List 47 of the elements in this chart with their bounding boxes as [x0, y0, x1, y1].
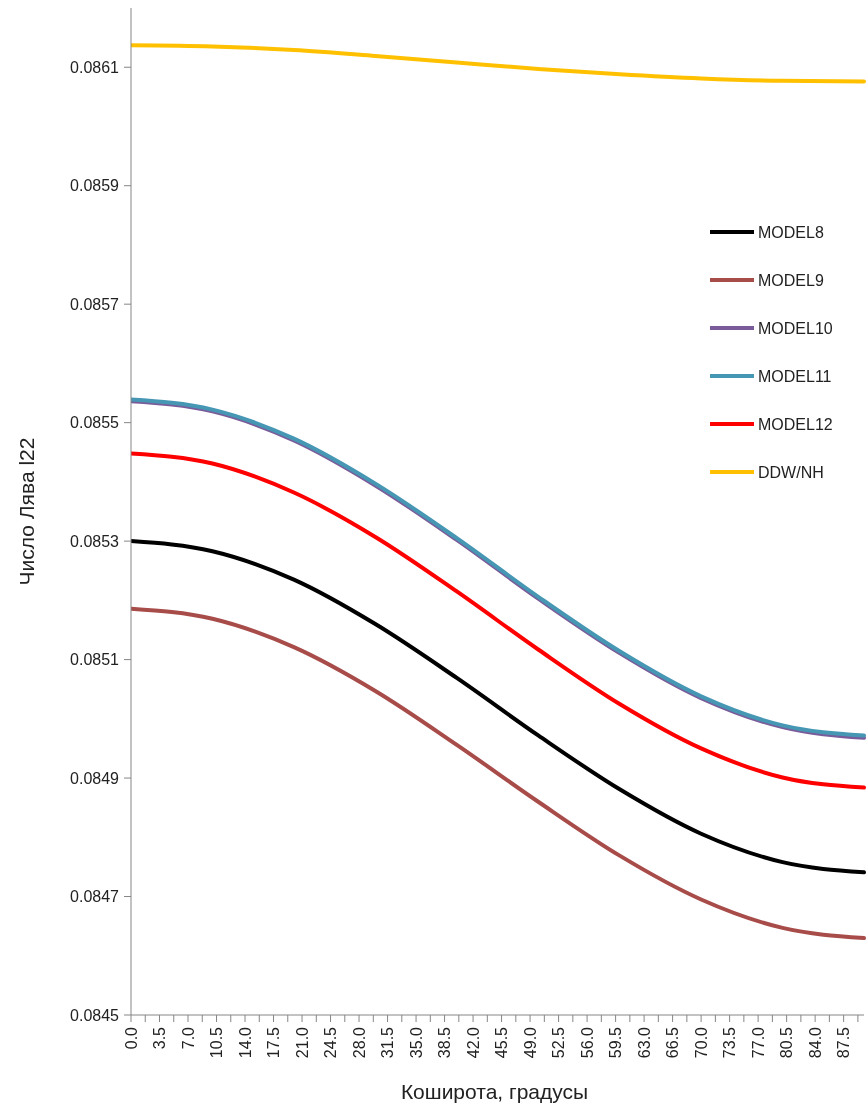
x-tick-label: 31.5: [379, 1026, 397, 1059]
x-tick-label: 35.0: [407, 1026, 425, 1059]
x-tick-label: 63.0: [635, 1026, 653, 1059]
x-tick-label: 70.0: [692, 1026, 710, 1059]
y-tick-label: 0.0861: [70, 58, 120, 76]
x-tick-label: 45.5: [493, 1026, 511, 1059]
x-tick-label: 0.0: [122, 1026, 140, 1050]
x-tick-label: 17.5: [265, 1026, 283, 1059]
legend-label: MODEL11: [758, 367, 832, 385]
x-tick-label: 84.0: [806, 1026, 824, 1059]
line-series: [131, 539, 866, 875]
y-tick-label: 0.0849: [70, 769, 120, 787]
x-tick-label: 14.0: [236, 1026, 254, 1059]
x-tick-label: 56.0: [578, 1026, 596, 1059]
x-tick-label: 3.5: [151, 1026, 169, 1050]
y-axis-title: Число Лява l22: [15, 437, 38, 586]
y-tick-label: 0.0851: [70, 651, 120, 669]
x-tick-label: 66.5: [664, 1026, 682, 1059]
x-tick-label: 7.0: [179, 1026, 197, 1050]
x-tick-label: 24.5: [322, 1026, 340, 1059]
y-tick-label: 0.0847: [70, 888, 120, 906]
legend-label: MODEL9: [758, 271, 824, 289]
line-series: [131, 43, 866, 84]
x-tick-label: 21.0: [293, 1026, 311, 1059]
legend-label: MODEL8: [758, 223, 824, 241]
x-tick-label: 10.5: [208, 1026, 226, 1059]
y-tick-label: 0.0845: [70, 1006, 120, 1024]
x-tick-label: 77.0: [749, 1026, 767, 1059]
legend-label: DDW/NH: [758, 463, 824, 481]
line-series: [131, 451, 866, 790]
legend-label: MODEL12: [758, 415, 833, 433]
legend-label: MODEL10: [758, 319, 833, 337]
y-tick-label: 0.0855: [70, 414, 120, 432]
x-tick-label: 59.5: [607, 1026, 625, 1059]
x-axis-title: Коширота, градусы: [400, 1080, 589, 1103]
x-tick-label: 28.0: [350, 1026, 368, 1059]
x-tick-label: 80.5: [778, 1026, 796, 1059]
y-tick-label: 0.0859: [70, 177, 120, 195]
line-series: [131, 606, 866, 940]
x-tick-label: 38.5: [436, 1026, 454, 1059]
x-tick-label: 52.5: [550, 1026, 568, 1059]
x-tick-label: 73.5: [721, 1026, 739, 1059]
y-tick-label: 0.0857: [70, 295, 120, 313]
x-tick-label: 42.0: [464, 1026, 482, 1059]
y-tick-label: 0.0853: [70, 532, 120, 550]
x-tick-label: 87.5: [835, 1026, 853, 1059]
x-tick-label: 49.0: [521, 1026, 539, 1059]
